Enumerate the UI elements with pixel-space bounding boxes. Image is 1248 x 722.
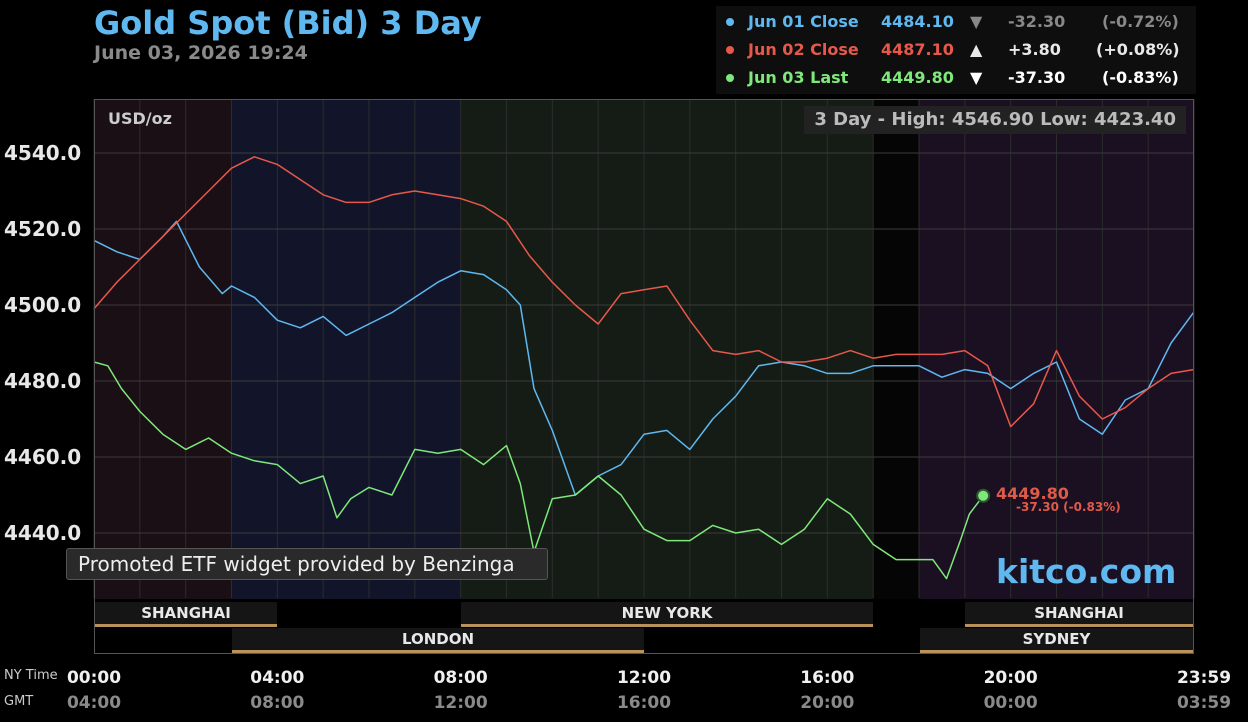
session-sydney: SYDNEY [920,628,1193,653]
legend-change: +3.80 [1008,40,1061,59]
session-label: LONDON [401,630,475,648]
y-tick-label: 4440.0 [4,521,82,545]
legend-price: 4484.10 [881,12,954,31]
series-line-jun-01-close [93,220,1195,496]
x-tick-label-ny: 23:59 [1176,668,1232,688]
x-tick-label-gmt: 16:00 [616,693,672,713]
x-tick-label-ny: 00:00 [66,668,122,688]
ny-time-label: NY Time [4,668,58,683]
legend-price: 4449.80 [881,68,954,87]
legend-pct: (-0.72%) [1102,12,1179,31]
legend-change: -37.30 [1008,68,1066,87]
down-arrow-icon: ▼ [970,68,983,87]
x-tick-label-ny: 12:00 [616,668,672,688]
y-tick-label: 4520.0 [4,217,82,241]
y-tick-label: 4480.0 [4,369,82,393]
legend-row-jun03: Jun 03 Last 4449.80 ▼ -37.30 (-0.83%) [716,64,1196,90]
x-tick-label-gmt: 04:00 [66,693,122,713]
session-label: NEW YORK [621,604,713,622]
legend-pct: (+0.08%) [1096,40,1180,59]
y-tick-label: 4500.0 [4,293,82,317]
legend-pct: (-0.83%) [1102,68,1179,87]
bg-asia-1 [94,99,232,599]
kitco-logo[interactable]: kitco.com [996,552,1177,591]
session-new-york: NEW YORK [461,602,873,627]
plot-frame [94,99,1194,654]
series-line-jun-02-close [93,156,1194,428]
legend-row-jun01: Jun 01 Close 4484.10 ▼ -32.30 (-0.72%) [716,8,1196,34]
x-tick-label-gmt: 12:00 [433,693,488,713]
legend-dot-icon [726,46,734,54]
legend-price: 4487.10 [881,40,954,59]
session-label: SHANGHAI [141,604,231,622]
last-price-label: 4449.80 [996,484,1069,503]
session-london: LONDON [232,628,644,653]
x-tick-label-gmt: 08:00 [250,693,305,713]
legend-label: Jun 02 Close [748,40,859,59]
session-label: SYDNEY [1022,630,1091,648]
unit-label: USD/oz [108,109,172,128]
x-tick-label-gmt: 20:00 [800,693,855,713]
y-tick-label: 4540.0 [4,141,82,165]
gmt-label: GMT [4,694,34,709]
x-tick-label-gmt: 00:00 [983,693,1038,713]
promoted-etf-banner[interactable]: Promoted ETF widget provided by Benzinga [66,548,548,580]
x-tick-label-gmt: 03:59 [1176,693,1232,713]
x-tick-label-ny: 08:00 [433,668,488,688]
bg-asia-london [231,99,461,599]
up-arrow-icon: ▲ [970,40,983,59]
legend-label: Jun 03 Last [748,68,849,87]
last-point-marker [976,488,991,503]
high-low-readout: 3 Day - High: 4546.90 Low: 4423.40 [804,106,1186,134]
legend-box: Jun 01 Close 4484.10 ▼ -32.30 (-0.72%) J… [716,6,1196,94]
session-shanghai: SHANGHAI [95,602,277,627]
chart-title: Gold Spot (Bid) 3 Day [94,4,482,42]
x-tick-label-ny: 04:00 [250,668,305,688]
legend-label: Jun 01 Close [748,12,859,31]
legend-row-jun02: Jun 02 Close 4487.10 ▲ +3.80 (+0.08%) [716,36,1196,62]
chart-timestamp: June 03, 2026 19:24 [94,42,308,64]
legend-dot-icon [726,18,734,26]
last-change-label: -37.30 (-0.83%) [1016,500,1121,514]
legend-change: -32.30 [1008,12,1066,31]
bg-new-york [460,99,874,599]
x-tick-label-ny: 20:00 [983,668,1038,688]
session-shanghai-2: SHANGHAI [965,602,1193,627]
session-label: SHANGHAI [1034,604,1124,622]
bg-gap [873,99,919,599]
x-tick-label-ny: 16:00 [800,668,855,688]
legend-dot-icon [726,74,734,82]
y-tick-label: 4460.0 [4,445,82,469]
down-arrow-icon: ▼ [970,12,983,31]
